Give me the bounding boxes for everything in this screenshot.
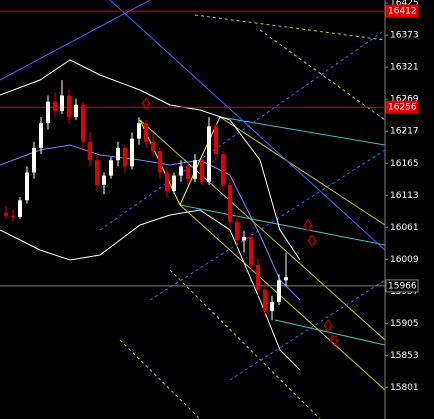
candle-body	[67, 95, 71, 118]
candle-body	[284, 277, 288, 281]
candle-body	[123, 147, 127, 167]
candle-body	[109, 160, 113, 176]
candle-body	[46, 101, 50, 124]
candle-body	[32, 147, 36, 173]
y-tick-label: 16425	[390, 0, 419, 9]
drawings	[0, 0, 386, 419]
y-tick-label: 16165	[390, 159, 419, 169]
candle-body	[270, 301, 274, 312]
candle-body	[256, 264, 260, 290]
candle-body	[116, 147, 120, 161]
y-tick-label: 16269	[390, 95, 419, 105]
candle-body	[165, 172, 169, 192]
candle-body	[200, 160, 204, 182]
candle-body	[88, 141, 92, 161]
candle-body	[102, 175, 106, 185]
candle-body	[25, 172, 29, 201]
candle-body	[18, 200, 22, 217]
candle-body	[228, 184, 232, 222]
candle-body	[11, 215, 15, 217]
candle-body	[172, 175, 176, 192]
candle-body	[81, 104, 85, 142]
level-label: 16412	[388, 7, 417, 17]
candle-body	[263, 289, 267, 312]
candle-body	[74, 104, 78, 118]
candle-body	[39, 123, 43, 148]
candle-body	[214, 126, 218, 155]
candle-body	[207, 126, 211, 182]
y-tick-label: 15905	[390, 319, 419, 329]
arrows	[141, 97, 339, 347]
y-tick-label: 15801	[390, 383, 419, 393]
candle-body	[144, 123, 148, 142]
candle-body	[186, 166, 190, 179]
candle-body	[53, 101, 57, 111]
candle-body	[193, 160, 197, 179]
candle-body	[235, 221, 239, 241]
y-tick-label: 16321	[390, 63, 419, 73]
level-box	[385, 4, 419, 18]
candle-body	[95, 160, 99, 185]
candle-body	[151, 141, 155, 151]
candle-body	[249, 237, 253, 265]
candle-body	[277, 280, 281, 302]
level-box	[385, 279, 419, 293]
candle-body	[130, 138, 134, 167]
candle-body	[60, 95, 64, 111]
y-tick-label: 16373	[390, 31, 419, 41]
candle-body	[137, 123, 141, 139]
level-label: 15966	[388, 281, 417, 291]
y-tick-label: 16061	[390, 223, 419, 233]
candle-body	[158, 150, 162, 173]
y-tick-label: 16217	[390, 127, 419, 137]
level-box	[385, 100, 419, 114]
y-tick-label: 15853	[390, 351, 419, 361]
candle-body	[4, 212, 8, 216]
level-label: 16256	[388, 103, 417, 113]
y-tick-label: 16113	[390, 191, 419, 201]
candle-body	[221, 154, 225, 185]
candle-body	[179, 166, 183, 176]
y-tick-label: 16009	[390, 255, 419, 265]
candle-body	[242, 237, 246, 241]
